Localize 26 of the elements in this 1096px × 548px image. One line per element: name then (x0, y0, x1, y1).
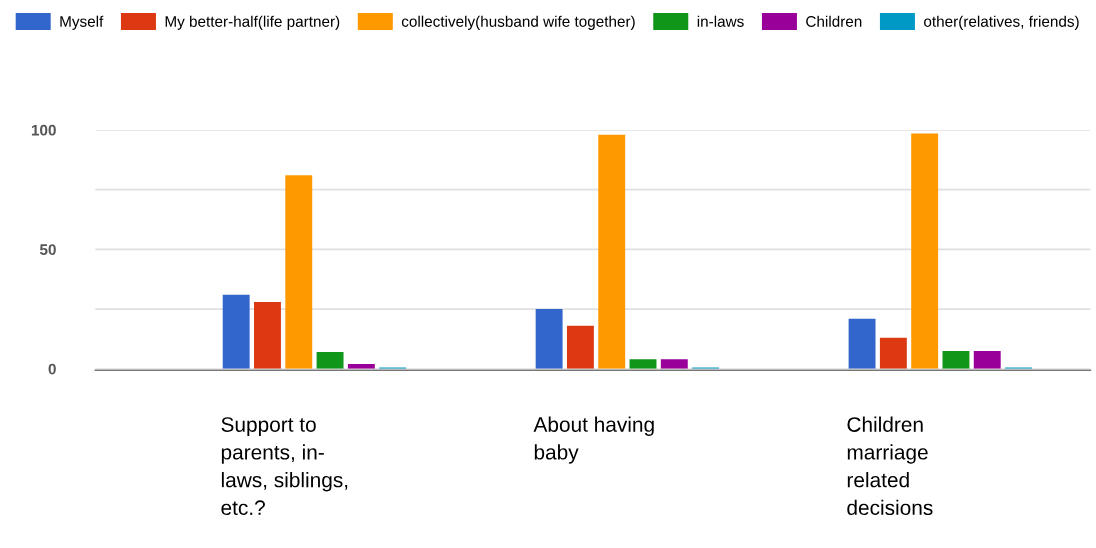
bar (911, 133, 939, 369)
bar (222, 294, 250, 369)
x-tick-label: About having baby (533, 416, 654, 464)
bar (848, 318, 876, 369)
bar (566, 325, 594, 369)
y-tick-label: 50 (39, 244, 56, 256)
bar (535, 309, 563, 369)
legend-label: Myself (60, 15, 104, 30)
bar (879, 337, 907, 369)
x-tick-label: Support to parents, in- laws, siblings, etc.? (221, 417, 348, 516)
legend-label: My better-half(life partner) (165, 15, 340, 30)
bar (598, 134, 626, 369)
bar (254, 301, 281, 369)
x-tick-label: Children marriage related decisions (847, 416, 933, 516)
y-tick-label: 100 (31, 124, 56, 136)
bar (316, 352, 344, 369)
legend-label: other(relatives, friends) (924, 15, 1079, 30)
legend-label: collectively(husband wife together) (401, 15, 635, 30)
legend-label: Children (806, 15, 862, 27)
bar (942, 350, 970, 369)
bar (285, 175, 313, 369)
legend-label: in-laws (697, 15, 744, 27)
y-tick-label: 0 (48, 363, 56, 375)
bar (973, 350, 1001, 369)
bar (629, 359, 657, 369)
bar (660, 359, 688, 369)
